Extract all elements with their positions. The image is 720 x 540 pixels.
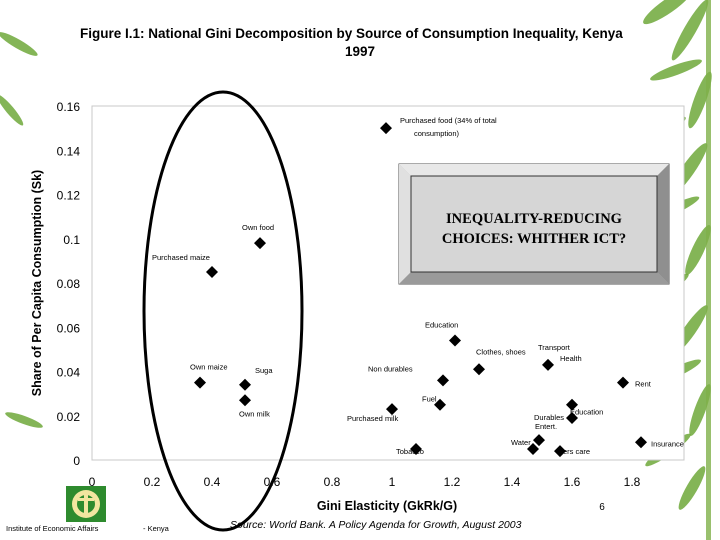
data-point-label: Entert. xyxy=(535,422,557,431)
data-point-marker xyxy=(206,265,218,278)
data-point-label: Non durables xyxy=(368,364,413,373)
data-point-label: Water xyxy=(511,438,531,447)
x-tick-label: 1.8 xyxy=(624,475,641,489)
data-point-marker xyxy=(194,376,206,389)
data-point-marker xyxy=(617,376,629,389)
data-point-marker xyxy=(434,398,446,411)
bamboo-leaf xyxy=(671,0,709,61)
data-point-label: Fuel xyxy=(422,395,437,404)
data-point-marker xyxy=(386,403,398,416)
data-point-label: Purchased food (34% of total xyxy=(400,116,497,125)
bamboo-leaf xyxy=(685,224,711,276)
data-point-marker xyxy=(473,363,485,376)
x-tick-label: 0.2 xyxy=(144,475,161,489)
x-axis-ticks: 0 0.2 0.4 0.6 0.8 1 1.2 1.4 1.6 1.8 xyxy=(89,475,641,489)
data-point-label: Rent xyxy=(635,380,652,389)
x-tick-label: 0.6 xyxy=(264,475,281,489)
bamboo-leaf xyxy=(678,466,706,510)
callout-text-line2: CHOICES: WHITHER ICT? xyxy=(442,231,626,247)
y-tick-label: 0.08 xyxy=(57,277,81,291)
data-point-label: Own food xyxy=(242,223,274,232)
data-point-label: Purchased milk xyxy=(347,414,399,423)
highlight-ellipse xyxy=(142,90,304,532)
x-tick-label: 0.4 xyxy=(204,475,221,489)
y-tick-label: 0.16 xyxy=(57,100,81,114)
data-point-marker xyxy=(449,334,461,347)
data-point-label: Own maize xyxy=(190,363,228,372)
slide-number: 6 xyxy=(599,502,605,513)
data-point-marker xyxy=(566,411,578,424)
data-point-marker xyxy=(566,398,578,411)
data-point-marker xyxy=(542,358,554,371)
x-tick-label: 1.4 xyxy=(504,475,521,489)
x-axis-label: Gini Elasticity (GkRk/G) xyxy=(317,499,457,513)
data-point-marker xyxy=(554,445,566,458)
data-point-marker xyxy=(527,442,539,455)
data-point-label: Purchased maize xyxy=(152,253,210,262)
data-point-label: Health xyxy=(560,354,582,363)
data-point-marker xyxy=(533,434,545,447)
bamboo-leaf xyxy=(5,412,43,428)
chart-title-line1: Figure I.1: National Gini Decomposition … xyxy=(80,26,623,41)
data-point-label: consumption) xyxy=(414,129,460,138)
x-tick-label: 1.6 xyxy=(564,475,581,489)
y-tick-label: 0.06 xyxy=(57,321,81,335)
y-tick-label: 0.12 xyxy=(57,189,81,203)
source-prefix: Source: xyxy=(230,519,266,531)
bamboo-leaf xyxy=(688,71,712,129)
y-tick-label: 0.02 xyxy=(57,410,81,424)
data-point-marker xyxy=(239,378,251,391)
data-point-marker xyxy=(380,122,392,135)
source-text: World Bank. A Policy Agenda for Growth, … xyxy=(266,519,521,531)
bamboo-leaf xyxy=(643,0,693,25)
y-tick-label: 0.14 xyxy=(57,144,81,158)
x-tick-label: 1 xyxy=(389,475,396,489)
data-point-label: Suga xyxy=(255,366,273,375)
bamboo-stem xyxy=(706,0,711,540)
data-point-marker xyxy=(635,436,647,449)
callout-text-line1: INEQUALITY-REDUCING xyxy=(446,211,622,227)
y-tick-label: 0.1 xyxy=(63,233,80,247)
scatter-points: Purchased food (34% of total consumption)… xyxy=(152,116,684,458)
data-point-marker xyxy=(239,394,251,407)
data-point-label: Tobacco xyxy=(396,447,424,456)
footer-organization: Institute of Economic Affairs xyxy=(6,524,99,533)
data-point-marker xyxy=(437,374,449,387)
data-point-label: Pers care xyxy=(558,447,590,456)
y-tick-label: 0.04 xyxy=(57,366,81,380)
x-tick-label: 0.8 xyxy=(324,475,341,489)
data-point-label: Education xyxy=(425,321,458,330)
x-tick-label: 1.2 xyxy=(444,475,461,489)
y-axis-label: Share of Per Capita Consumption (Sk) xyxy=(30,170,44,396)
data-point-label: Durables xyxy=(534,413,564,422)
y-tick-label: 0 xyxy=(73,454,80,468)
data-point-marker xyxy=(410,442,422,455)
y-axis-ticks: 0 0.02 0.04 0.06 0.08 0.1 0.12 0.14 0.16 xyxy=(57,100,81,468)
x-tick-label: 0 xyxy=(89,475,96,489)
chart-title-line2: 1997 xyxy=(345,44,375,59)
source-citation: Source: World Bank. A Policy Agenda for … xyxy=(230,519,522,531)
bamboo-leaf xyxy=(0,32,38,56)
footer-country: - Kenya xyxy=(143,524,170,533)
data-point-label: Own milk xyxy=(239,409,270,418)
data-point-label: Education xyxy=(570,408,603,417)
data-point-label: Transport xyxy=(538,343,571,352)
bamboo-leaf xyxy=(650,59,702,81)
iea-logo xyxy=(66,486,106,522)
bamboo-leaf xyxy=(0,94,24,126)
data-point-label: Insurance xyxy=(651,439,684,448)
bamboo-leaf xyxy=(689,384,711,436)
callout-box: INEQUALITY-REDUCING CHOICES: WHITHER ICT… xyxy=(398,163,670,285)
data-point-marker xyxy=(254,237,266,250)
data-point-label: Clothes, shoes xyxy=(476,347,526,356)
